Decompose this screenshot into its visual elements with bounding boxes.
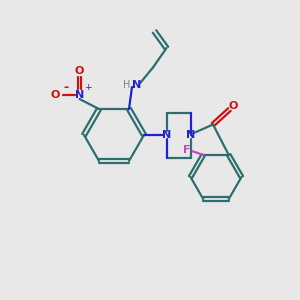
Text: -: - [63,81,69,94]
Text: O: O [75,65,84,76]
Text: F: F [183,145,190,154]
Text: N: N [162,130,171,140]
Text: +: + [84,83,91,92]
Text: N: N [186,130,195,140]
Text: O: O [228,101,238,111]
Text: N: N [132,80,141,91]
Text: H: H [123,80,130,90]
Text: N: N [75,89,84,100]
Text: O: O [51,89,60,100]
